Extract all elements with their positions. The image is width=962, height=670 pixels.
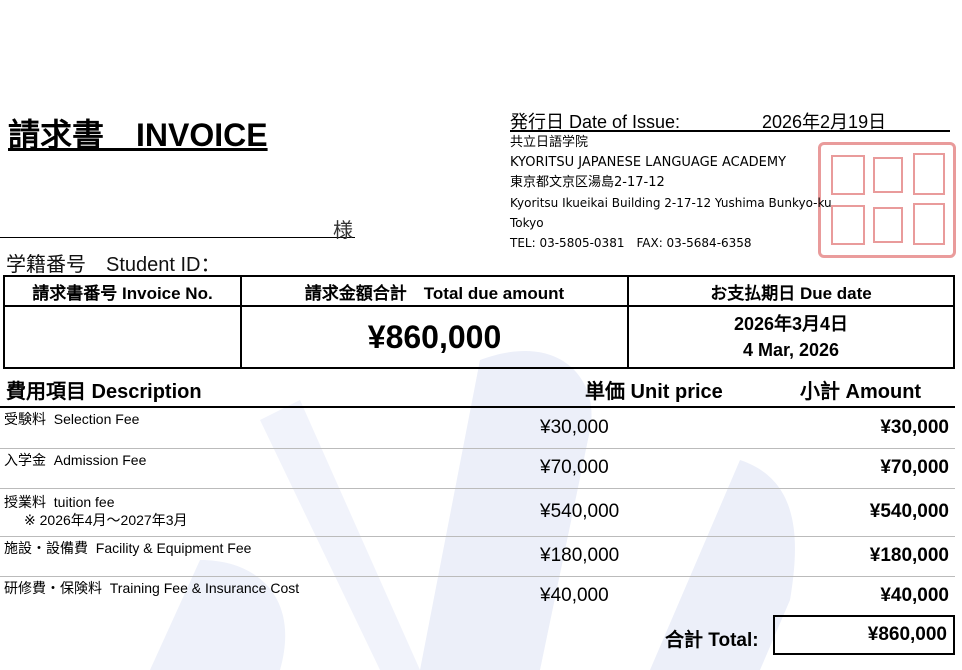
item-amount: ¥70,000 bbox=[880, 457, 949, 478]
line-item: 受験料 Selection Fee ¥30,000 ¥30,000 bbox=[0, 408, 955, 449]
recipient-name-line: 様 bbox=[0, 214, 355, 242]
invoice-no-value bbox=[3, 305, 242, 369]
due-date-value: 2026年3月4日 4 Mar, 2026 bbox=[627, 305, 955, 369]
line-item: 施設・設備費 Facility & Equipment Fee ¥180,000… bbox=[0, 537, 955, 577]
issuer-name-ja: 共立日語学院 bbox=[510, 135, 589, 150]
item-unit-price: ¥40,000 bbox=[540, 585, 609, 606]
invoice-no-header: 請求書番号 Invoice No. bbox=[3, 275, 242, 307]
item-note: ※ 2026年4月～2027年3月 bbox=[24, 512, 188, 528]
issuer-address-en: Kyoritsu Ikueikai Building 2-17-12 Yushi… bbox=[510, 196, 832, 210]
item-amount: ¥40,000 bbox=[880, 585, 949, 606]
due-date-en: 4 Mar, 2026 bbox=[742, 340, 840, 360]
item-unit-price: ¥540,000 bbox=[540, 501, 620, 522]
amount-header: 小計 Amount bbox=[800, 381, 922, 403]
item-amount: ¥540,000 bbox=[869, 501, 949, 522]
total-due-header: 請求金額合計 Total due amount bbox=[240, 275, 629, 307]
item-unit-price: ¥70,000 bbox=[540, 457, 609, 478]
total-due-value: ¥860,000 bbox=[240, 305, 629, 369]
due-date-ja: 2026年3月4日 bbox=[733, 314, 849, 334]
item-description: 研修費・保険料 Training Fee & Insurance Cost bbox=[4, 580, 300, 596]
description-header: 費用項目 Description bbox=[6, 381, 202, 403]
issue-date-label: 発行日 Date of Issue: bbox=[510, 112, 681, 132]
issue-date: 2026年2月19日 bbox=[762, 112, 887, 132]
issuer-address-ja: 東京都文京区湯島2-17-12 bbox=[510, 175, 665, 190]
item-amount: ¥30,000 bbox=[880, 417, 949, 438]
issue-date-line: 発行日 Date of Issue: 2026年2月19日 bbox=[510, 108, 950, 132]
student-id-label: 学籍番号 Student ID： bbox=[6, 254, 221, 276]
unit-price-header: 単価 Unit price bbox=[585, 381, 723, 403]
total-label: 合計 Total: bbox=[665, 630, 759, 651]
company-seal bbox=[818, 142, 956, 258]
item-unit-price: ¥30,000 bbox=[540, 417, 609, 438]
invoice-title: 請求書 INVOICE bbox=[8, 117, 268, 153]
item-unit-price: ¥180,000 bbox=[540, 545, 620, 566]
line-item: 研修費・保険料 Training Fee & Insurance Cost ¥4… bbox=[0, 577, 955, 613]
item-amount: ¥180,000 bbox=[869, 545, 949, 566]
divider bbox=[0, 406, 955, 408]
issuer-phone: TEL: 03-5805-0381 FAX: 03-5684-6358 bbox=[510, 236, 752, 250]
issuer-city: Tokyo bbox=[510, 216, 544, 230]
issuer-info: 共立日語学院 KYORITSU JAPANESE LANGUAGE ACADEM… bbox=[510, 133, 832, 253]
summary-table: 請求書番号 Invoice No. 請求金額合計 Total due amoun… bbox=[3, 275, 955, 369]
item-description: 施設・設備費 Facility & Equipment Fee bbox=[4, 540, 252, 556]
line-item: 入学金 Admission Fee ¥70,000 ¥70,000 bbox=[0, 449, 955, 489]
due-date-header: お支払期日 Due date bbox=[627, 275, 955, 307]
item-description: 入学金 Admission Fee bbox=[4, 452, 147, 468]
item-description: 授業料 tuition fee bbox=[4, 494, 115, 510]
line-item: 授業料 tuition fee ※ 2026年4月～2027年3月 ¥540,00… bbox=[0, 489, 955, 537]
issuer-name-en: KYORITSU JAPANESE LANGUAGE ACADEMY bbox=[510, 155, 787, 170]
item-description: 受験料 Selection Fee bbox=[4, 411, 140, 427]
total-value: ¥860,000 bbox=[773, 615, 955, 655]
